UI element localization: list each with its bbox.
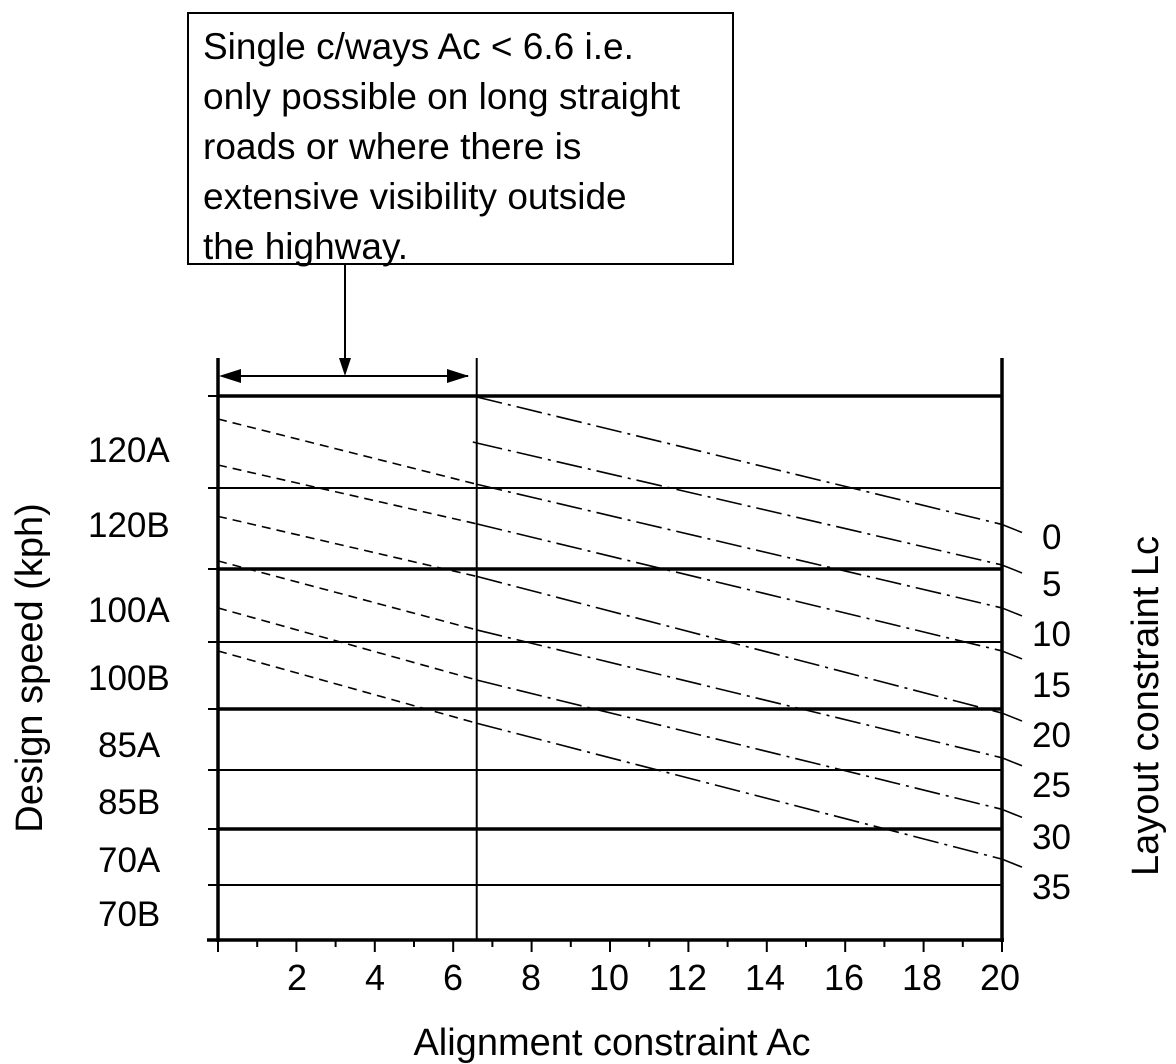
series-line-lc-35-dashed <box>217 650 477 725</box>
note-line-2: only possible on long straight <box>203 76 681 117</box>
lc-leader-0 <box>1001 523 1023 534</box>
series-line-lc-0 <box>476 396 1003 526</box>
lc-leader-15 <box>1001 650 1023 660</box>
band-label-70a: 70A <box>98 841 161 880</box>
range-arrow-right-head <box>447 369 469 383</box>
x-tick-label-16: 16 <box>824 957 864 998</box>
lc-label-10: 10 <box>1032 615 1071 654</box>
band-label-120b: 120B <box>88 506 170 545</box>
series-line-lc-35 <box>476 722 1003 860</box>
series-line-lc-5-dashed <box>472 441 477 444</box>
lc-label-25: 25 <box>1032 766 1071 805</box>
lc-leader-5 <box>1001 564 1023 574</box>
x-tick-label-20: 20 <box>980 957 1020 998</box>
series-line-lc-30-dashed <box>217 607 477 681</box>
band-label-120a: 120A <box>88 431 170 470</box>
note-line-1: Single c/ways Ac < 6.6 i.e. <box>203 26 634 67</box>
lc-labels: 0 5 10 15 20 25 30 35 <box>1032 518 1071 907</box>
band-label-85a: 85A <box>98 726 161 765</box>
x-tick-label-12: 12 <box>667 957 707 998</box>
band-label-70b: 70B <box>98 895 160 934</box>
axes <box>207 358 1004 952</box>
series-line-lc-20 <box>476 575 1003 714</box>
series-line-lc-10-dashed <box>217 418 477 486</box>
x-tick-label-2: 2 <box>287 957 307 998</box>
lc-leader-25 <box>1001 757 1023 767</box>
lc-label-30: 30 <box>1032 818 1071 857</box>
band-label-85b: 85B <box>98 783 160 822</box>
lc-label-20: 20 <box>1032 716 1071 755</box>
lc-leader-30 <box>1001 808 1023 819</box>
series-lines <box>217 395 1023 868</box>
lc-label-0: 0 <box>1042 518 1061 557</box>
lc-leader-10 <box>1001 607 1023 617</box>
series-line-lc-25 <box>476 629 1003 759</box>
x-tick-labels: 2 4 6 8 10 12 14 16 18 20 <box>287 957 1020 998</box>
x-tick-label-8: 8 <box>521 957 541 998</box>
note-line-4: extensive visibility outside <box>203 176 627 217</box>
series-line-lc-10 <box>476 483 1003 609</box>
series-line-lc-25-dashed <box>217 560 477 631</box>
y2-axis-title: Layout constraint Lc <box>1125 536 1167 876</box>
note-line-3: roads or where there is <box>203 126 582 167</box>
lc-label-15: 15 <box>1032 666 1071 705</box>
x-tick-label-4: 4 <box>365 957 385 998</box>
x-axis-title: Alignment constraint Ac <box>413 1022 810 1064</box>
band-label-100b: 100B <box>88 659 170 698</box>
y-axis-title: Design speed (kph) <box>9 503 51 833</box>
band-label-100a: 100A <box>88 591 170 630</box>
grid <box>218 358 1002 940</box>
band-labels: 120A 120B 100A 100B 85A 85B 70A 70B <box>88 431 170 934</box>
x-tick-label-6: 6 <box>443 957 463 998</box>
lc-leader-35 <box>1001 858 1023 868</box>
series-line-lc-15 <box>476 523 1003 652</box>
x-tick-label-14: 14 <box>745 957 785 998</box>
series-line-lc-5 <box>476 442 1003 566</box>
lc-leader-20 <box>1001 712 1023 722</box>
x-tick-label-10: 10 <box>589 957 629 998</box>
range-arrow-left-head <box>219 369 241 383</box>
series-line-lc-30 <box>476 679 1003 811</box>
note-pointer-arrowhead <box>339 358 351 376</box>
note-box: Single c/ways Ac < 6.6 i.e. only possibl… <box>187 12 734 267</box>
series-line-lc-0-dashed <box>472 395 477 398</box>
lc-label-35: 35 <box>1032 868 1071 907</box>
lc-label-5: 5 <box>1042 565 1061 604</box>
note-line-5: the highway. <box>203 226 408 267</box>
x-tick-label-18: 18 <box>902 957 942 998</box>
